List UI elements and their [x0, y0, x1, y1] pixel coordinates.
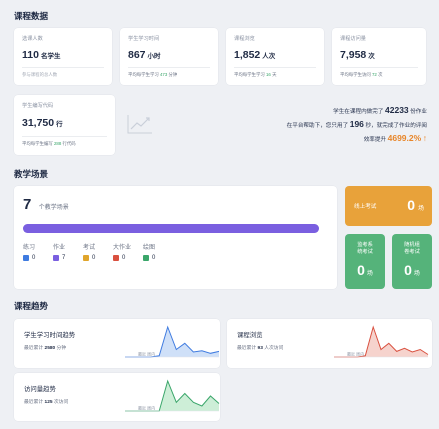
scene-type-label: 考试	[83, 245, 96, 251]
sparkline: 最近 周内	[334, 325, 429, 358]
trend-title: 课程浏览	[237, 332, 263, 339]
scene-type-value: 0	[113, 255, 125, 261]
random-exam-label: 随机组 卷考试	[404, 242, 420, 255]
kpi-value: 31,750 行	[22, 117, 63, 129]
kpi-card-study-time[interactable]: 学生学习时间 867 小时 平均每学生学习 473 分钟	[120, 28, 218, 85]
kpi-value: 110 名学生	[22, 49, 61, 61]
scenes-progress-track	[23, 224, 319, 233]
summary-line-homework: 学生在课程内做完了 42233 份作业	[333, 105, 427, 115]
scene-type-swatch	[113, 255, 119, 261]
scene-type-value: 0	[83, 255, 95, 261]
kpi-label: 课程浏览	[234, 36, 255, 42]
kpi-label: 学生编写代码	[22, 103, 54, 109]
sparkline: 最近 周内	[125, 379, 220, 412]
kpi-foot: 平均每学生编写 288 行代码	[22, 141, 76, 146]
kpi-value: 867 小时	[128, 49, 161, 61]
trend-subtitle: 最近累计 2580 分钟	[24, 346, 67, 351]
scene-type-value: 0	[143, 255, 155, 261]
sparkline-area	[125, 327, 219, 357]
kpi-value: 7,958 次	[340, 49, 375, 61]
sparkline-hint: 最近 周内	[138, 405, 155, 411]
kpi-foot: 平均每学生访问 72 次	[340, 72, 383, 77]
kpi-label: 选课人数	[22, 36, 43, 42]
section-title-trends: 课程趋势	[14, 301, 49, 311]
divider	[22, 67, 104, 68]
scenes-count: 7 个教学场景	[23, 196, 69, 213]
scene-type-value: 7	[53, 255, 65, 261]
kpi-card-visits[interactable]: 课程访问量 7,958 次 平均每学生访问 72 次	[332, 28, 426, 85]
scene-type-swatch	[53, 255, 59, 261]
scene-type-label: 练习	[23, 245, 36, 251]
kpi-label: 课程访问量	[340, 36, 366, 42]
kpi-foot: 平均每学生学习 473 分钟	[128, 72, 178, 77]
chart-line-icon	[127, 115, 152, 134]
kpi-value: 1,852 人次	[234, 49, 276, 61]
kpi-card-course-views[interactable]: 课程浏览 1,852 人次 平均每学生学习 16 天	[226, 28, 324, 85]
sparkline-hint: 最近 周内	[138, 351, 155, 357]
summary-line-efficiency: 效率提升 4699.2% ↑	[363, 133, 427, 143]
sparkline-area	[334, 327, 428, 357]
section-title-scenes: 教学场景	[14, 169, 49, 179]
trend-subtitle: 最近累计 93 人次访问	[237, 346, 284, 351]
section-title-course-data: 课程数据	[14, 11, 49, 21]
scene-type-label: 作业	[53, 245, 66, 251]
kpi-foot: 平均每学生学习 16 天	[234, 72, 277, 77]
summary-line-review: 在平台帮助下，您只用了 196 秒，就完成了作业的评阅	[286, 119, 427, 129]
kpi-card-code-lines[interactable]: 学生编写代码 31,750 行 平均每学生编写 288 行代码	[14, 95, 115, 155]
trend-card-study-time[interactable]: 学生学习时间趋势 最近累计 2580 分钟 最近 周内	[14, 319, 220, 368]
divider	[22, 136, 107, 137]
scene-type-label: 大作业	[113, 245, 132, 251]
proctor-exam-label: 监考系 统考试	[357, 242, 373, 255]
scene-type-swatch	[143, 255, 149, 261]
divider	[340, 67, 418, 68]
scenes-card: 7 个教学场景 练习 0 作业 7 考试 0 大作业 0 绘图 0	[14, 186, 337, 289]
trend-card-course-views[interactable]: 课程浏览 最近累计 93 人次访问 最近 周内	[227, 319, 432, 368]
scene-type-swatch	[83, 255, 89, 261]
trend-card-visits[interactable]: 访问量趋势 最近累计 125 次访问 最近 周内	[14, 373, 220, 421]
scene-type-swatch	[23, 255, 29, 261]
kpi-label: 学生学习时间	[128, 36, 160, 42]
scene-type-value: 0	[23, 255, 35, 261]
sparkline: 最近 周内	[125, 325, 220, 358]
kpi-foot: 参与课程的总人数	[22, 72, 58, 77]
trend-title: 学生学习时间趋势	[24, 332, 76, 339]
sparkline-hint: 最近 周内	[347, 351, 364, 357]
scenes-progress-fill	[23, 224, 319, 233]
trend-up-icon: ↑	[422, 133, 427, 143]
scene-type-label: 绘图	[143, 245, 156, 251]
trend-title: 访问量趋势	[24, 386, 56, 393]
online-exam-label: 线上考试	[354, 204, 377, 210]
trend-subtitle: 最近累计 125 次访问	[24, 400, 69, 405]
divider	[234, 67, 316, 68]
divider	[128, 67, 210, 68]
kpi-card-enrolled[interactable]: 选课人数 110 名学生 参与课程的总人数	[14, 28, 112, 85]
